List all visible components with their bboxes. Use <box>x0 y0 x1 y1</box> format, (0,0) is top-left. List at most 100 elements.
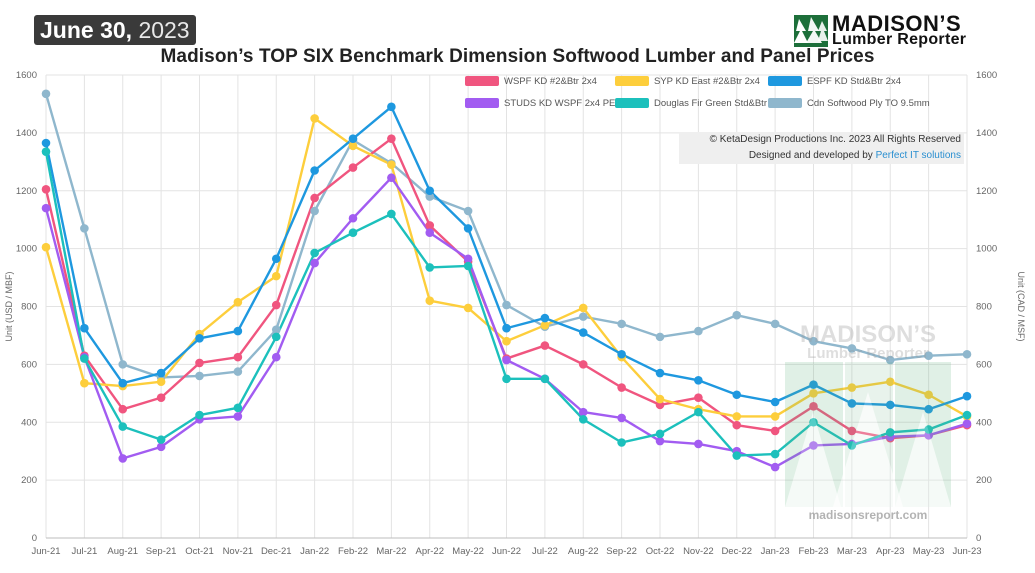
watermark-line2: Lumber Reporter <box>807 345 929 362</box>
data-point <box>156 377 166 387</box>
legend-item[interactable]: ESPF KD Std&Btr 2x4 <box>768 76 901 92</box>
x-tick-label: Aug-22 <box>568 546 599 557</box>
data-point <box>425 296 435 306</box>
data-point <box>617 319 626 329</box>
legend-item[interactable]: SYP KD East #2&Btr 2x4 <box>615 76 760 92</box>
developer-link[interactable]: Perfect IT solutions <box>875 150 961 161</box>
data-point <box>195 358 204 368</box>
y-tick-label-right: 400 <box>976 417 992 428</box>
data-point <box>502 300 511 310</box>
y-tick-label-left: 400 <box>21 417 37 428</box>
data-point <box>463 261 473 271</box>
x-tick-label: Jul-22 <box>532 546 558 557</box>
data-point <box>41 242 51 252</box>
data-point <box>118 422 128 431</box>
data-point <box>195 334 204 343</box>
x-tick-label: Jun-23 <box>952 546 981 557</box>
x-tick-label: Apr-22 <box>415 546 444 557</box>
data-point <box>80 224 89 233</box>
data-point <box>502 374 511 384</box>
data-point <box>732 390 742 400</box>
data-point <box>348 141 358 151</box>
data-point <box>156 435 166 444</box>
x-tick-label: Feb-22 <box>338 546 368 557</box>
data-point <box>463 224 473 233</box>
data-point <box>310 166 319 175</box>
data-point <box>156 442 166 452</box>
legend-item[interactable]: Douglas Fir Green Std&Btr 2x4 <box>615 98 785 114</box>
y-tick-label-right: 1000 <box>976 244 997 255</box>
data-point <box>770 319 780 329</box>
data-point <box>809 389 818 398</box>
developer-credit: Designed and developed by Perfect IT sol… <box>679 148 961 164</box>
data-point <box>233 352 243 362</box>
data-point <box>924 351 933 360</box>
data-point <box>310 193 319 203</box>
x-tick-label: Dec-21 <box>261 546 292 557</box>
data-point <box>425 186 435 196</box>
data-point <box>118 378 128 388</box>
data-point <box>885 428 895 437</box>
data-point <box>387 102 396 112</box>
legend-label: Douglas Fir Green Std&Btr 2x4 <box>654 98 785 109</box>
y-axis-title-left: Unit (USD / MBF) <box>4 271 14 341</box>
legend-item[interactable]: Cdn Softwood Ply TO 9.5mm <box>768 98 930 114</box>
data-point <box>233 412 243 421</box>
data-point <box>578 415 588 424</box>
data-point <box>655 394 665 404</box>
legend-item[interactable]: WSPF KD #2&Btr 2x4 <box>465 76 597 92</box>
legend-label: ESPF KD Std&Btr 2x4 <box>807 76 901 87</box>
data-point <box>809 441 818 450</box>
data-point <box>732 420 742 430</box>
data-point <box>655 436 665 446</box>
x-tick-label: May-22 <box>452 546 484 557</box>
x-tick-label: Sep-22 <box>606 546 637 557</box>
data-point <box>425 263 435 272</box>
data-point <box>962 391 972 401</box>
data-point <box>694 439 703 449</box>
data-point <box>348 163 358 172</box>
legend-label: WSPF KD #2&Btr 2x4 <box>504 76 597 87</box>
x-tick-label: Sep-21 <box>146 546 177 557</box>
data-point <box>195 410 204 420</box>
y-tick-label-right: 800 <box>976 302 992 313</box>
watermark: MADISON’S Lumber Reporter <box>783 322 953 527</box>
data-point <box>156 368 166 378</box>
legend-swatch <box>615 76 649 87</box>
data-point <box>80 378 89 388</box>
x-tick-label: Mar-23 <box>837 546 867 557</box>
x-tick-label: Feb-23 <box>798 546 828 557</box>
data-point <box>809 417 818 427</box>
data-point <box>655 368 665 378</box>
data-point <box>463 303 473 313</box>
data-point <box>962 419 972 428</box>
data-point <box>387 173 396 183</box>
y-tick-label-left: 1200 <box>16 186 37 197</box>
data-point <box>885 377 895 387</box>
data-point <box>540 374 550 384</box>
data-point <box>502 323 511 333</box>
logo-line1: MADISON’S <box>832 11 962 36</box>
y-tick-label-right: 0 <box>976 533 981 544</box>
data-point <box>770 426 780 436</box>
data-point <box>271 254 281 264</box>
data-point <box>847 399 857 408</box>
data-point <box>540 341 550 350</box>
y-tick-label-left: 1600 <box>16 70 37 81</box>
x-tick-label: Jun-21 <box>31 546 60 557</box>
data-point <box>271 271 281 281</box>
data-point <box>617 383 626 392</box>
data-point <box>348 134 358 143</box>
x-tick-label: Jul-21 <box>71 546 97 557</box>
data-point <box>271 300 281 310</box>
data-point <box>885 355 895 365</box>
logo-line2: Lumber Reporter <box>832 31 967 48</box>
data-point <box>387 134 396 143</box>
data-point <box>348 228 358 238</box>
data-point <box>885 400 895 410</box>
legend-swatch <box>768 98 802 109</box>
legend-item[interactable]: STUDS KD WSPF 2x4 PET <box>465 98 621 114</box>
legend-swatch <box>615 98 649 109</box>
date-month-day: June 30, <box>40 17 133 43</box>
data-point <box>924 390 933 400</box>
